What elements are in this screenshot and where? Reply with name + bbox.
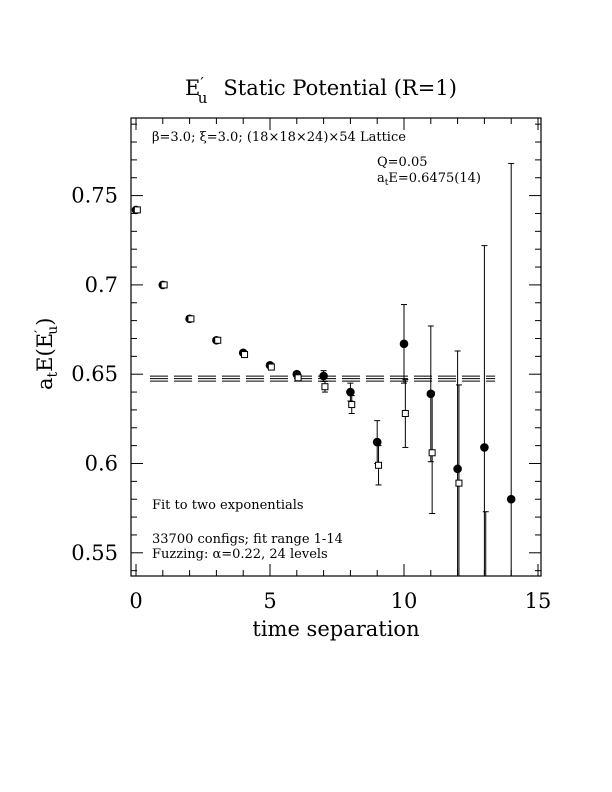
data-point-circle: [372, 437, 382, 447]
data-point-square: [241, 351, 249, 359]
data-point-square: [187, 315, 195, 323]
data-point-square: [160, 281, 168, 289]
fit-energy-annotation: atE=0.6475(14): [377, 171, 481, 188]
x-axis-title: time separation: [252, 617, 419, 641]
data-point-square: [321, 383, 329, 391]
x-tick-label: 15: [525, 589, 552, 613]
data-point-square: [133, 206, 141, 214]
data-point-circle: [399, 339, 409, 349]
data-point-circle: [506, 494, 516, 504]
chart-title: E′ u Static Potential (R=1): [185, 74, 457, 107]
y-tick-label: 0.7: [85, 273, 118, 297]
data-point-square: [455, 479, 463, 487]
data-point-square: [214, 336, 222, 344]
fuzzing-annotation: Fuzzing: α=0.22, 24 levels: [152, 547, 328, 562]
configs-annotation: 33700 configs; fit range 1-14: [152, 532, 343, 547]
data-point-square: [294, 374, 302, 382]
data-point-circle: [426, 389, 436, 399]
data-point-circle: [346, 387, 355, 397]
fit-type-annotation: Fit to two exponentials: [152, 498, 304, 513]
y-tick-label: 0.55: [71, 541, 118, 565]
data-point-square: [401, 409, 409, 417]
data-point-circle: [453, 464, 462, 474]
data-point-square: [375, 461, 383, 469]
x-tick-label: 10: [391, 589, 418, 613]
y-tick-label: 0.75: [71, 184, 118, 208]
x-tick-label: 0: [129, 589, 142, 613]
axes: 0 5 10 15 0.55 0.6 0.65 0.7 0.75: [71, 117, 552, 613]
data-point-circle: [319, 371, 328, 381]
data-point-square: [267, 363, 275, 371]
y-tick-label: 0.6: [85, 452, 118, 476]
lattice-annotation: β=3.0; ξ=3.0; (18×18×24)×54 Lattice: [152, 130, 406, 145]
plot-frame: [130, 117, 542, 577]
q-annotation: Q=0.05: [377, 155, 428, 170]
y-axis-title: atE(E′u): [33, 318, 61, 390]
data-point-circle: [480, 443, 489, 452]
data-point-square: [428, 449, 436, 457]
data-point-square: [348, 401, 356, 409]
x-tick-label: 5: [263, 589, 276, 613]
data-points: [131, 162, 516, 576]
y-tick-label: 0.65: [71, 362, 118, 386]
